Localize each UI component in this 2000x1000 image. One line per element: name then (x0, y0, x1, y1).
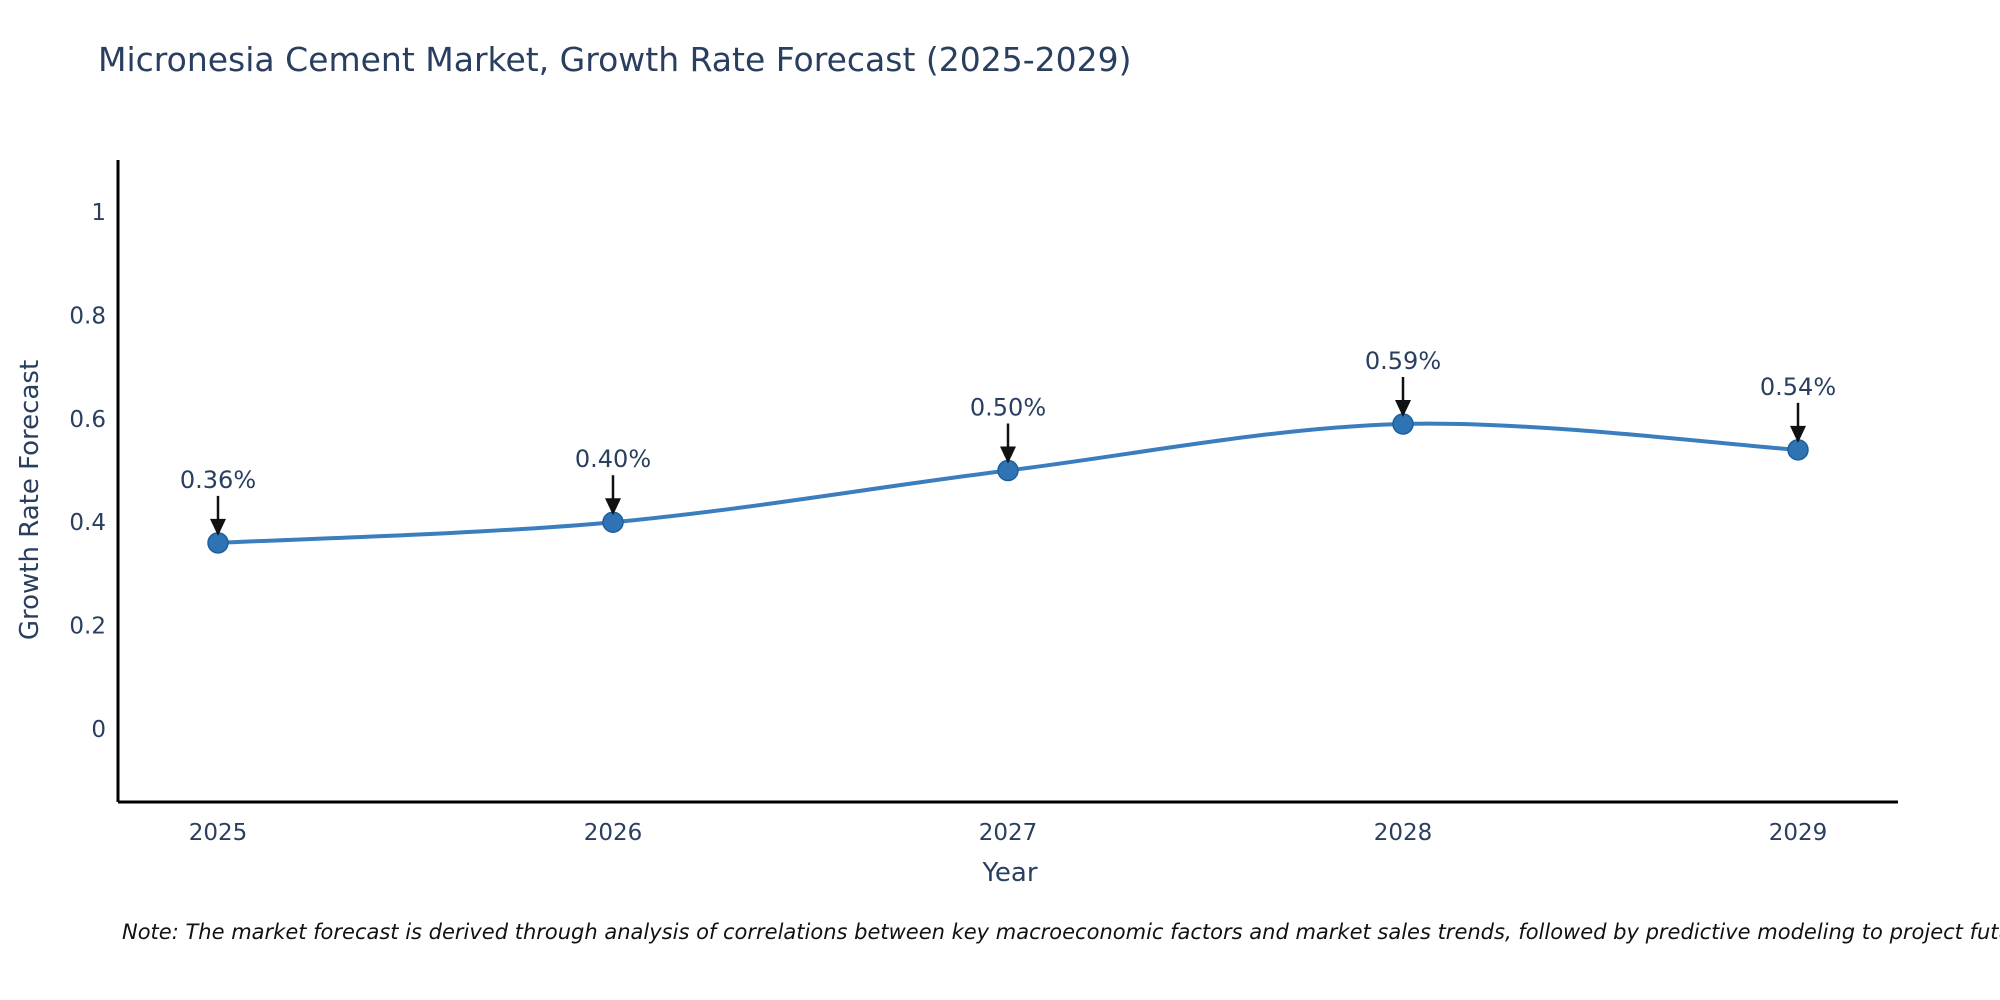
x-tick-label: 2028 (1374, 820, 1433, 846)
y-tick-label: 0.4 (69, 510, 106, 536)
y-tick-label: 0.6 (69, 407, 106, 433)
footnote: Note: The market forecast is derived thr… (122, 920, 2000, 944)
data-point-label: 0.36% (180, 466, 256, 494)
x-tick-label: 2025 (189, 820, 248, 846)
annotation-arrowhead (605, 498, 621, 516)
x-tick-label: 2026 (584, 820, 643, 846)
x-tick-label: 2027 (979, 820, 1038, 846)
y-tick-label: 0 (91, 717, 106, 743)
x-tick-label: 2029 (1769, 820, 1828, 846)
y-tick-label: 1 (91, 200, 106, 226)
annotation-arrowhead (1790, 425, 1806, 443)
annotation-arrowhead (210, 518, 226, 536)
annotation-arrowhead (1000, 446, 1016, 464)
data-point-label: 0.59% (1365, 347, 1441, 375)
annotation-arrowhead (1395, 399, 1411, 417)
data-point-label: 0.40% (575, 445, 651, 473)
x-axis-title: Year (982, 858, 1038, 888)
y-tick-label: 0.8 (69, 303, 106, 329)
data-point-label: 0.50% (970, 394, 1046, 422)
chart-title: Micronesia Cement Market, Growth Rate Fo… (98, 40, 1132, 79)
y-tick-label: 0.2 (69, 614, 106, 640)
data-point-label: 0.54% (1760, 373, 1836, 401)
